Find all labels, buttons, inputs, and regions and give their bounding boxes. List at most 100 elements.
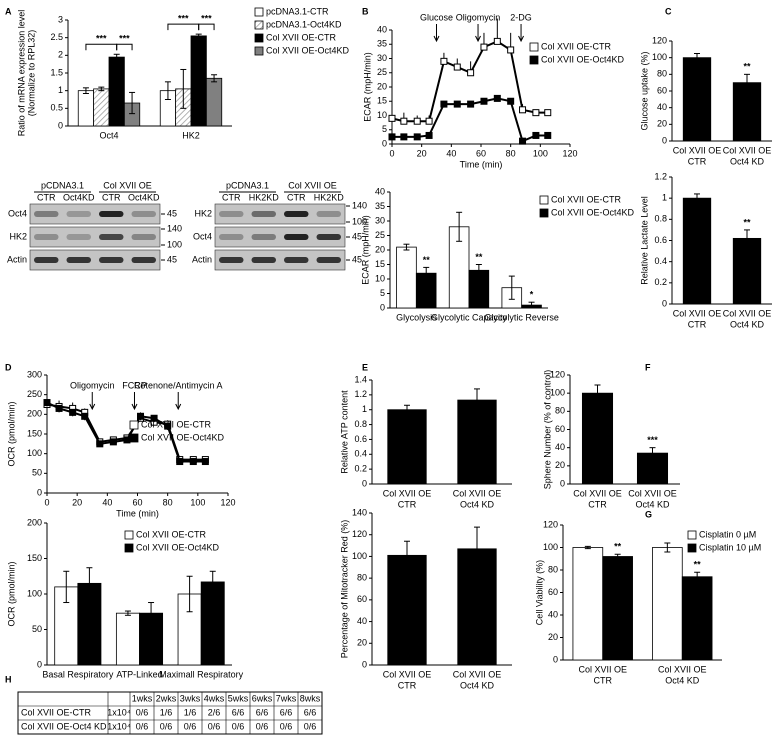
blot-row-label: Actin: [7, 254, 27, 264]
table-cell: 1/6: [184, 707, 197, 717]
marker: [43, 399, 51, 407]
y-tick-label: 30: [377, 53, 387, 63]
y-tick-label: 80: [357, 573, 367, 583]
blot-strip: [214, 203, 346, 225]
y-axis-label: Relative ATP content: [339, 390, 349, 474]
marker: [388, 133, 396, 141]
x-tick-label: 20: [72, 497, 82, 507]
blot-band: [131, 234, 156, 240]
y-tick-label: 200: [27, 517, 42, 527]
blot-band: [99, 234, 124, 240]
y-tick-label: 0.4: [354, 449, 367, 459]
legend-label: Col XVII OE-CTR: [266, 32, 337, 42]
blot-band: [99, 257, 124, 263]
significance-bracket: [167, 23, 200, 31]
blot-band: [34, 211, 59, 217]
x-tick-label: 60: [132, 497, 142, 507]
y-tick-label: 100: [652, 52, 667, 62]
annotation: Rotenone/Antimycin A: [134, 380, 223, 390]
blot-band: [66, 211, 91, 217]
marker: [400, 133, 408, 141]
category-label: Oct4 KD: [730, 319, 765, 329]
category-label: Oct4 KD: [460, 680, 495, 690]
blot-strip: [29, 203, 161, 225]
blot-band: [316, 257, 341, 263]
legend-swatch: [687, 543, 697, 553]
annotation: Glucose: [420, 12, 453, 22]
marker: [413, 133, 421, 141]
significance-label: **: [743, 62, 751, 72]
legend-swatch: [529, 42, 539, 52]
bar: [190, 35, 207, 127]
category-label: Glycolytic Reverse: [484, 312, 559, 322]
y-tick-label: 0.6: [654, 235, 667, 245]
y-tick-label: 0: [382, 138, 387, 148]
legend-label: Col XVII OE-CTR: [141, 419, 212, 429]
y-tick-label: 15: [375, 259, 385, 269]
blot-band: [284, 211, 309, 217]
y-axis-label: (Normalize to RPL32): [26, 30, 36, 117]
blot-marker-label: 45: [352, 231, 362, 241]
category-label: Maximall Respiratory: [159, 669, 244, 679]
blot-band: [251, 211, 276, 217]
category-label: Oct4 KD: [635, 499, 670, 509]
blot-band: [284, 257, 309, 263]
y-tick-label: 100: [352, 551, 367, 561]
legend-label: Col XVII OE-Oct4KD: [551, 207, 635, 217]
y-tick-label: 20: [357, 638, 367, 648]
y-tick-label: 1: [662, 193, 667, 203]
category-label: CTR: [398, 499, 417, 509]
bar: [115, 612, 140, 666]
table-cell: 0/6: [256, 721, 269, 731]
blot-band: [99, 211, 124, 217]
table-cell: 6/6: [256, 707, 269, 717]
blot-marker-label: 45: [167, 208, 177, 218]
significance-bracket: [85, 43, 118, 51]
legend-label: pcDNA3.1-Oct4KD: [266, 19, 342, 29]
y-tick-label: 0: [380, 302, 385, 312]
y-tick-label: 40: [377, 24, 387, 34]
y-tick-label: 30: [375, 215, 385, 225]
significance-label: **: [743, 217, 751, 227]
blot-group-label: Col XVII OE: [103, 180, 152, 190]
y-tick-label: 5: [382, 124, 387, 134]
marker: [164, 422, 172, 430]
blot-band: [131, 257, 156, 263]
table-cell: 1/6: [160, 707, 173, 717]
y-tick-label: 40: [555, 442, 565, 452]
bar: [200, 581, 225, 666]
y-tick-label: 200: [27, 409, 42, 419]
category-label: Glycolytic Capacity: [431, 312, 508, 322]
x-tick-label: 120: [220, 497, 235, 507]
marker: [519, 106, 527, 114]
x-tick-label: 100: [533, 148, 548, 158]
blot-lane-label: Oct4KD: [128, 192, 160, 202]
panel-letter: C: [665, 6, 672, 16]
blot-band: [219, 211, 244, 217]
y-tick-label: 50: [32, 624, 42, 634]
table-cell: 0/6: [136, 721, 149, 731]
y-tick-label: 20: [375, 244, 385, 254]
y-tick-label: 40: [375, 186, 385, 196]
y-tick-label: 100: [550, 388, 565, 398]
y-axis-label: Relative Lactate Level: [639, 196, 649, 285]
legend-swatch: [254, 20, 264, 30]
y-tick-label: 50: [32, 468, 42, 478]
arrow-head: [89, 403, 96, 411]
blot-row-label: Oct4: [8, 208, 27, 218]
annotation: Oligomycin: [70, 380, 115, 390]
table-cell: Col XVII OE-Oct4 KD: [21, 721, 107, 731]
legend-swatch: [129, 433, 139, 443]
category-label: CTR: [398, 680, 417, 690]
y-tick-label: 120: [352, 529, 367, 539]
legend-swatch: [124, 543, 134, 553]
arrow-head: [131, 403, 138, 411]
y-axis-label: ECAR (mpH/min): [360, 215, 370, 285]
table-header: 6wks: [252, 693, 273, 703]
blot-marker-label: 100: [352, 216, 367, 226]
marker: [507, 97, 515, 105]
y-tick-label: 1.5: [50, 67, 63, 77]
category-label: Oct4 KD: [665, 675, 700, 685]
category-label: Col XVII OE: [673, 308, 722, 318]
x-tick-label: 80: [506, 148, 516, 158]
